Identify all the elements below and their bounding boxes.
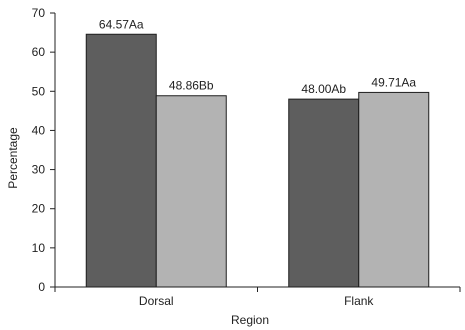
x-tick-label: Flank	[344, 294, 374, 308]
bars	[85, 33, 430, 288]
data-labels: 64.57Aa 48.86Bb 48.00Ab 49.71Aa	[99, 17, 417, 96]
y-tick-label: 70	[32, 6, 46, 20]
bar-data-label: 48.86Bb	[169, 79, 214, 93]
bar-flank-series-2	[358, 91, 430, 288]
bar-dorsal-series-1	[85, 33, 157, 288]
y-tick-label: 10	[32, 241, 46, 255]
bar-data-label: 64.57Aa	[99, 17, 144, 31]
y-tick-label: 0	[38, 280, 45, 294]
y-axis: 0 10 20 30 40 50 60 70	[32, 6, 56, 294]
x-tick-label: Dorsal	[139, 294, 174, 308]
y-tick-label: 20	[32, 202, 46, 216]
bar-flank-series-1	[288, 98, 360, 288]
y-tick-label: 50	[32, 84, 46, 98]
y-axis-title: Percentage	[6, 127, 20, 189]
x-axis: Dorsal Flank	[54, 286, 461, 308]
bar-data-label: 49.71Aa	[371, 75, 416, 89]
y-tick-label: 30	[32, 163, 46, 177]
y-tick-label: 40	[32, 123, 46, 137]
x-axis-title: Region	[231, 313, 269, 327]
bar-dorsal-series-2	[155, 95, 227, 288]
bar-data-label: 48.00Ab	[301, 82, 346, 96]
y-tick-label: 60	[32, 45, 46, 59]
